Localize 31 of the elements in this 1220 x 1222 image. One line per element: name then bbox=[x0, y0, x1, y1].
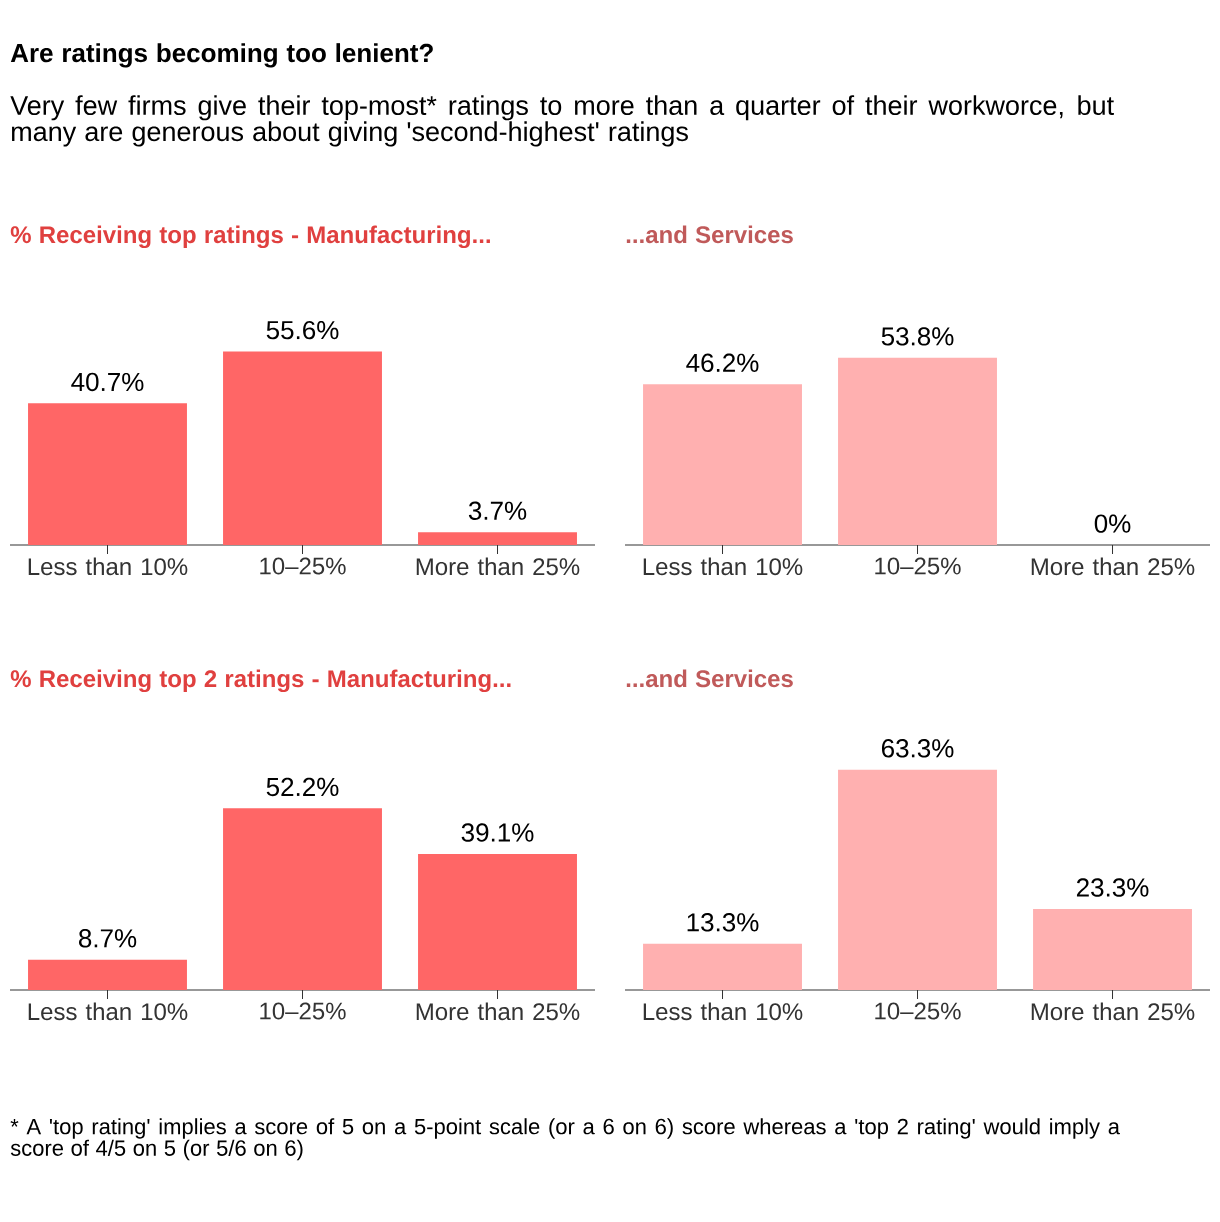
data-label: 3.7% bbox=[468, 501, 527, 520]
chart-title: ...and Services bbox=[626, 669, 793, 688]
data-label: 55.6% bbox=[266, 320, 339, 340]
data-label: 53.8% bbox=[881, 327, 954, 346]
x-tick-label: More than 25% bbox=[1031, 1002, 1195, 1021]
x-tick-label: More than 25% bbox=[1031, 557, 1195, 576]
data-label: 0% bbox=[1094, 514, 1131, 533]
x-tick-label: 10–25% bbox=[875, 1002, 961, 1020]
x-tick-label: 10–25% bbox=[260, 1002, 346, 1020]
data-label: 63.3% bbox=[881, 739, 954, 758]
data-label: 52.2% bbox=[266, 777, 339, 797]
data-label: 13.3% bbox=[687, 913, 759, 932]
data-label: 40.7% bbox=[71, 372, 144, 392]
x-tick-label: Less than 10% bbox=[643, 1002, 803, 1021]
x-tick-label: Less than 10% bbox=[28, 557, 188, 576]
x-tick-label: 10–25% bbox=[260, 557, 346, 575]
data-label: 46.2% bbox=[686, 353, 759, 373]
x-tick-label: Less than 10% bbox=[28, 1002, 188, 1021]
data-label: 8.7% bbox=[79, 929, 137, 948]
data-label: 23.3% bbox=[1076, 878, 1149, 897]
chart-title: % Receiving top 2 ratings - Manufacturing... bbox=[10, 669, 511, 693]
text: Very few firms give their top-most* ratings to more than a quarter of their workworce, but many are generous about giving 'second-highest' ratings bbox=[10, 95, 1114, 147]
x-tick-label: More than 25% bbox=[416, 557, 580, 576]
text: * A 'top rating' implies a score of 5 on a 5-point scale (or a 6 on 6) score whereas a 'top 2 rating' would imply a score of 4/5 on 5 (or 5/6 on 6) bbox=[10, 1118, 1120, 1161]
x-tick-label: 10–25% bbox=[875, 557, 961, 575]
x-tick-label: More than 25% bbox=[416, 1002, 580, 1021]
chart-title: ...and Services bbox=[626, 225, 793, 244]
text: Are ratings becoming too lenient? bbox=[10, 43, 433, 68]
chart-title: % Receiving top ratings - Manufacturing... bbox=[10, 225, 490, 249]
data-label: 39.1% bbox=[461, 823, 534, 842]
x-tick-label: Less than 10% bbox=[643, 557, 803, 576]
